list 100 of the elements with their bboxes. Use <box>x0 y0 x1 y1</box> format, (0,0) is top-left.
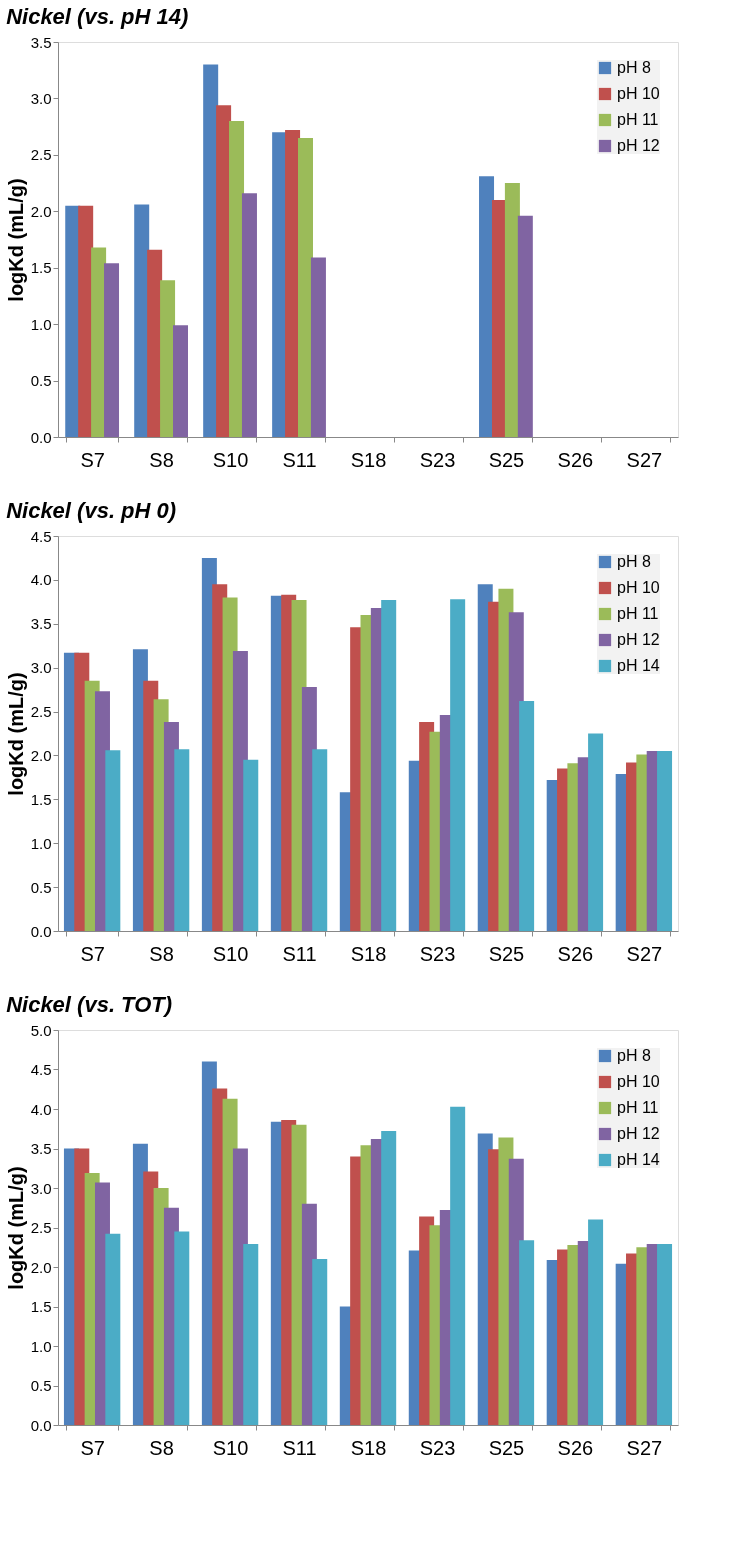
x-tick-label: S8 <box>149 448 174 471</box>
y-tick-label: 0.0 <box>30 1416 52 1434</box>
y-tick-label: 2.5 <box>30 146 52 164</box>
y-tick-label: 0.0 <box>30 922 52 940</box>
y-tick-label: 2.0 <box>30 746 52 764</box>
chart-title: Nickel (vs. pH 14) <box>6 4 189 29</box>
bar <box>588 733 604 931</box>
bar <box>298 137 313 437</box>
bar <box>588 1219 604 1425</box>
y-tick-label: 1.5 <box>30 790 52 808</box>
legend-label: pH 12 <box>617 1125 660 1142</box>
bar <box>105 1233 121 1425</box>
x-tick-label: S11 <box>282 942 317 965</box>
legend-label: pH 14 <box>617 1151 660 1168</box>
x-tick-label: S7 <box>80 448 105 471</box>
x-tick-label: S25 <box>488 942 525 965</box>
x-tick-label: S27 <box>626 1436 663 1459</box>
bar <box>105 750 121 931</box>
y-tick-label: 3.0 <box>30 1179 52 1197</box>
x-tick-label: S18 <box>350 942 387 965</box>
x-tick-label: S27 <box>626 448 663 471</box>
y-tick-label: 4.0 <box>30 571 52 589</box>
x-tick-label: S26 <box>557 1436 594 1459</box>
y-tick-label: 1.0 <box>30 315 52 333</box>
bar <box>173 325 188 437</box>
y-tick-label: 0.0 <box>30 428 52 446</box>
legend-label: pH 11 <box>617 605 659 622</box>
y-tick-label: 3.5 <box>30 1140 52 1157</box>
x-tick-label: S7 <box>80 942 105 965</box>
y-tick-label: 3.5 <box>30 615 52 633</box>
x-tick-label: S23 <box>419 1436 456 1459</box>
x-tick-label: S8 <box>149 942 174 965</box>
y-axis-title: logKd (mL/g) <box>4 178 27 302</box>
y-tick-label: 4.0 <box>30 1100 52 1118</box>
bar <box>241 193 257 437</box>
legend-label: pH 11 <box>617 111 659 128</box>
y-tick-label: 1.0 <box>30 1337 52 1355</box>
bar <box>104 263 120 437</box>
bar <box>243 759 259 931</box>
bar <box>519 1240 535 1425</box>
x-tick-label: S25 <box>488 448 525 471</box>
y-tick-label: 3.5 <box>30 33 52 51</box>
legend-label: pH 14 <box>617 657 660 674</box>
y-tick-label: 5.0 <box>30 1021 52 1039</box>
x-tick-label: S27 <box>626 942 663 965</box>
chart-title: Nickel (vs. TOT) <box>6 992 173 1017</box>
legend-label: pH 10 <box>617 579 660 596</box>
x-tick-label: S11 <box>282 448 317 471</box>
legend-label: pH 8 <box>617 553 651 570</box>
x-tick-label: S8 <box>149 1436 174 1459</box>
x-tick-label: S23 <box>419 448 456 471</box>
x-tick-label: S23 <box>419 942 456 965</box>
y-tick-label: 2.0 <box>30 1258 52 1276</box>
legend-label: pH 10 <box>617 1073 660 1090</box>
x-tick-label: S10 <box>212 942 249 965</box>
y-axis-title: logKd (mL/g) <box>4 1166 27 1290</box>
bar <box>517 215 533 437</box>
legend-label: pH 8 <box>617 59 651 76</box>
x-tick-label: S25 <box>488 1436 525 1459</box>
legend-label: pH 11 <box>617 1099 659 1116</box>
bar <box>657 1244 673 1425</box>
y-tick-label: 2.5 <box>30 1219 52 1236</box>
x-tick-label: S10 <box>212 1436 249 1459</box>
y-tick-label: 4.5 <box>30 1061 52 1078</box>
y-tick-label: 3.0 <box>30 659 52 677</box>
x-tick-label: S18 <box>350 448 387 471</box>
bar <box>174 749 190 931</box>
x-tick-label: S18 <box>350 1436 387 1459</box>
bar <box>381 600 397 931</box>
x-tick-label: S10 <box>212 448 249 471</box>
y-tick-label: 0.5 <box>30 878 52 896</box>
bar <box>174 1231 190 1425</box>
y-tick-label: 1.0 <box>30 834 52 852</box>
bar <box>381 1131 397 1425</box>
legend-label: pH 10 <box>617 85 660 102</box>
legend-label: pH 8 <box>617 1047 651 1064</box>
bar <box>243 1244 259 1425</box>
bar <box>657 751 673 931</box>
y-axis-title: logKd (mL/g) <box>4 672 27 796</box>
bar <box>312 749 328 931</box>
bar <box>450 599 466 931</box>
bar <box>450 1106 466 1425</box>
y-tick-label: 3.0 <box>30 89 52 107</box>
y-tick-label: 1.5 <box>30 1298 52 1315</box>
y-tick-label: 4.5 <box>30 527 52 545</box>
chart-title: Nickel (vs. pH 0) <box>6 498 177 523</box>
y-tick-label: 0.5 <box>30 372 52 390</box>
x-tick-label: S7 <box>80 1436 105 1459</box>
legend-label: pH 12 <box>617 631 660 648</box>
bar <box>519 701 535 931</box>
legend-label: pH 12 <box>617 137 660 154</box>
bar <box>312 1259 328 1425</box>
x-tick-label: S26 <box>557 448 594 471</box>
y-tick-label: 1.5 <box>30 259 52 277</box>
y-tick-label: 2.5 <box>30 703 52 721</box>
y-tick-label: 0.5 <box>30 1377 52 1394</box>
x-tick-label: S11 <box>282 1436 317 1459</box>
bar <box>310 257 326 437</box>
x-tick-label: S26 <box>557 942 594 965</box>
bar <box>160 280 176 437</box>
